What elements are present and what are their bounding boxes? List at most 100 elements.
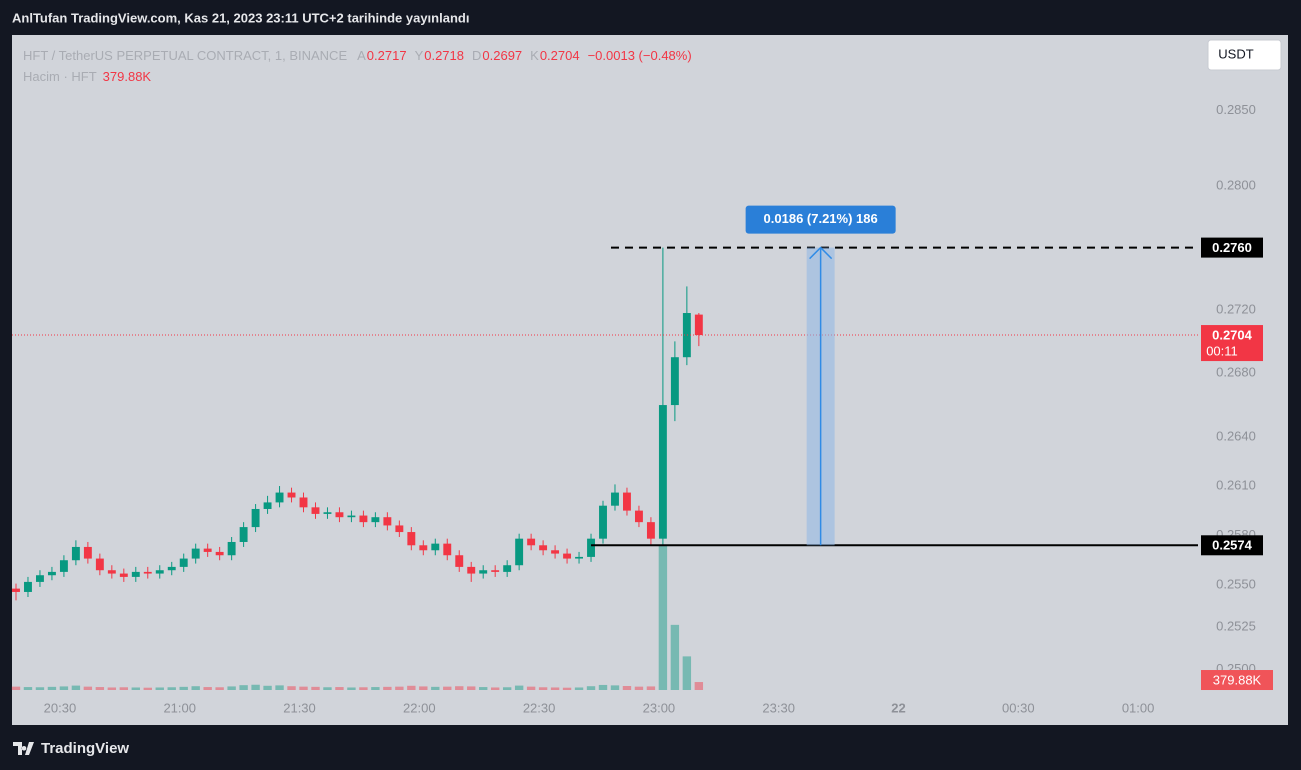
- x-tick-label: 22:00: [403, 700, 436, 715]
- candle-body: [395, 525, 404, 533]
- measure-label-bg: [745, 205, 896, 234]
- volume-bar: [359, 687, 368, 690]
- candle-body: [551, 550, 560, 554]
- ohlc-key: Y: [414, 48, 424, 63]
- candle-body: [467, 566, 476, 574]
- candle-body: [491, 570, 500, 572]
- volume-bar: [514, 685, 524, 690]
- last-price-badge-bg: [1201, 325, 1263, 362]
- candle-body: [383, 517, 392, 526]
- candle-body: [35, 575, 44, 582]
- change: −0.0013 (−0.48%): [587, 48, 692, 63]
- candle-body: [71, 546, 80, 561]
- level-badge: 0.2760: [1212, 240, 1252, 255]
- candle-body: [251, 508, 260, 528]
- candle-body: [682, 313, 691, 358]
- last-price-badge: 0.2704: [1212, 327, 1253, 342]
- brand-logo[interactable]: TradingView: [13, 740, 129, 757]
- brand-name[interactable]: TradingView: [41, 740, 129, 757]
- y-tick-label: 0.2720: [1216, 301, 1256, 316]
- candle-body: [119, 573, 128, 577]
- candle-body: [563, 553, 572, 559]
- candle-body: [694, 314, 703, 336]
- candle-body: [239, 527, 248, 542]
- candle-body: [24, 581, 32, 592]
- x-tick-label: 22: [891, 700, 905, 715]
- candle-body: [371, 517, 380, 523]
- volume-bar: [323, 687, 332, 690]
- candle-body: [611, 492, 619, 506]
- volume-bar: [227, 686, 236, 690]
- volume-bar: [347, 687, 356, 690]
- x-tick-label: 00:30: [1002, 700, 1035, 715]
- volume-bar: [431, 686, 440, 690]
- volume-bar: [11, 686, 21, 690]
- countdown: 00:11: [1206, 343, 1238, 358]
- volume-bar: [299, 686, 308, 690]
- candle-body: [263, 502, 272, 509]
- currency-button[interactable]: USDT: [1207, 39, 1282, 71]
- volume-bar: [550, 687, 560, 690]
- volume-bar: [179, 686, 188, 690]
- volume-bar: [670, 624, 680, 690]
- volume-bar: [263, 685, 272, 690]
- y-tick-label: 0.2680: [1216, 365, 1256, 380]
- volume-bar: [658, 545, 668, 690]
- volume-bar: [419, 686, 428, 690]
- volume-bar: [143, 687, 152, 690]
- candle-body: [623, 492, 631, 511]
- volume-bar: [47, 686, 57, 690]
- candle-body: [443, 543, 452, 556]
- ohlc-value: 0.2704: [539, 48, 580, 63]
- volume-bar: [59, 686, 69, 690]
- candle-body: [527, 538, 536, 546]
- candle-body: [227, 541, 236, 556]
- candle-body: [323, 512, 332, 514]
- volume-bar: [215, 687, 224, 690]
- volume-bar: [490, 687, 500, 690]
- ohlc-key: K: [530, 48, 539, 63]
- candle-body: [419, 545, 428, 551]
- volume-bar: [191, 686, 200, 690]
- candle-body: [107, 570, 116, 574]
- volume-bar: [562, 687, 572, 690]
- candle-body: [191, 548, 200, 559]
- volume-bar: [167, 687, 176, 690]
- volume-bar: [443, 686, 452, 690]
- brand-icon[interactable]: [13, 742, 34, 755]
- ohlc-value: 0.2717: [366, 48, 407, 63]
- candle-body: [599, 505, 607, 539]
- volume-bar: [335, 687, 344, 690]
- currency-button-bg[interactable]: [1207, 39, 1282, 71]
- volume-badge-bg: [1201, 670, 1273, 691]
- volume-bar: [634, 686, 644, 690]
- candle-body: [95, 558, 104, 571]
- volume-bar: [95, 687, 105, 690]
- volume-bar: [622, 686, 632, 690]
- ohlc-key: A: [357, 48, 366, 63]
- x-tick-label: 21:00: [163, 700, 196, 715]
- level-badge: 0.2574: [1212, 538, 1253, 553]
- x-tick-label: 21:30: [283, 700, 316, 715]
- candle-body: [670, 357, 679, 406]
- candle-body: [167, 566, 176, 571]
- volume-bar: [371, 687, 380, 690]
- volume-bar: [467, 686, 476, 690]
- volume-bar: [610, 685, 620, 690]
- candle-body: [431, 543, 440, 551]
- volume-bar: [275, 685, 284, 690]
- x-tick-label: 20:30: [44, 700, 77, 715]
- volume-bar: [694, 682, 704, 690]
- candle-body: [347, 515, 356, 518]
- candle-body: [155, 570, 164, 574]
- volume-bar: [83, 686, 93, 690]
- candle-body: [503, 565, 512, 572]
- candle-body: [479, 570, 488, 574]
- publish-header: AnlTufan TradingView.com, Kas 21, 2023 2…: [12, 10, 469, 25]
- y-tick-label: 0.2525: [1216, 619, 1256, 634]
- candle-body: [299, 497, 308, 508]
- currency-label[interactable]: USDT: [1218, 46, 1253, 61]
- candle-body: [335, 512, 344, 518]
